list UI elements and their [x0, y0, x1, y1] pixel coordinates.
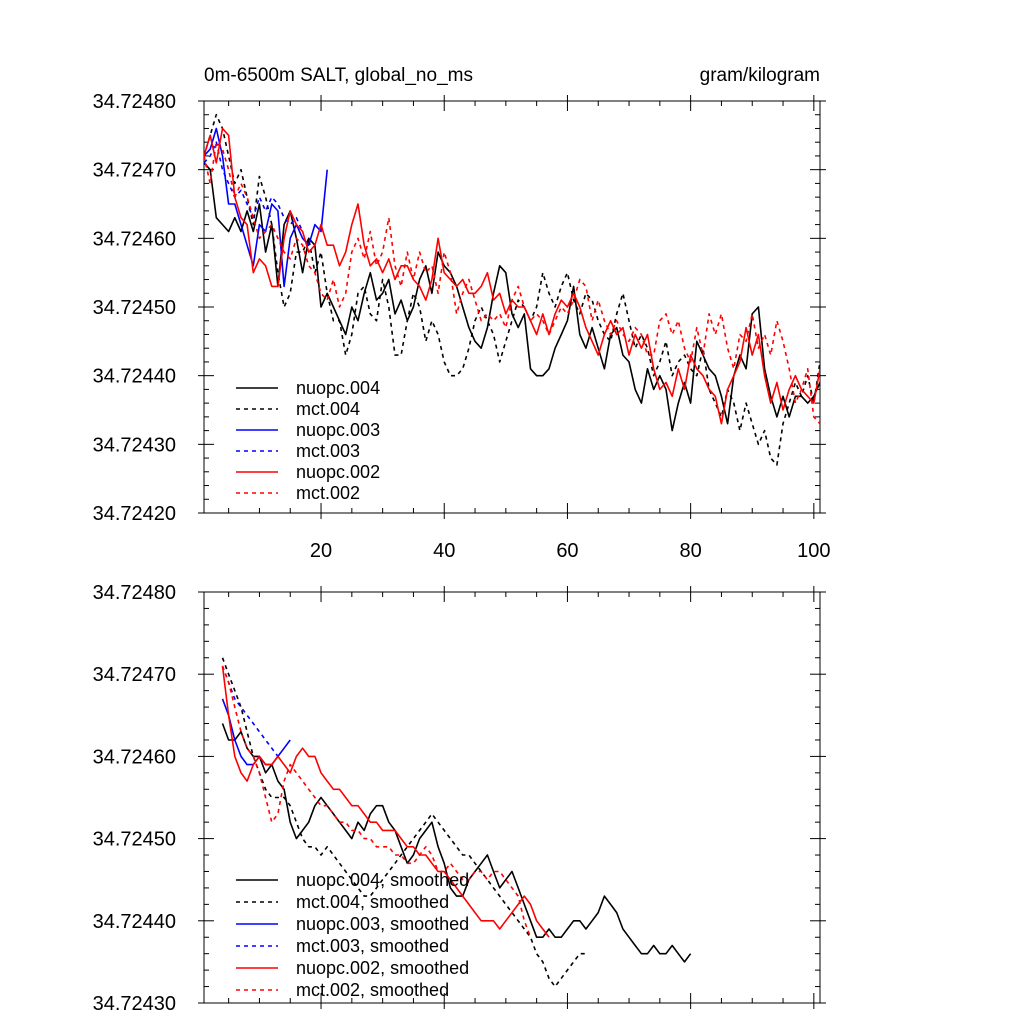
y-tick-label: 34.72440	[93, 366, 176, 388]
legend-label: nuopc.003	[296, 420, 380, 440]
legend-label: nuopc.003, smoothed	[296, 914, 469, 934]
legend-label: mct.003	[296, 441, 360, 461]
legend-label: mct.002, smoothed	[296, 980, 449, 1000]
y-tick-label: 34.72450	[93, 829, 176, 851]
series-line	[204, 162, 820, 432]
x-tick-label: 40	[433, 540, 455, 562]
x-tick-label: 20	[310, 540, 332, 562]
smoothed-panel: 34.72430 34.72440 34.72450 34.72460 34.72470…	[93, 582, 826, 1015]
y-tick-label: 34.72430	[93, 434, 176, 456]
legend-label: nuopc.004, smoothed	[296, 870, 469, 890]
chart-units: gram/kilogram	[700, 65, 820, 86]
series-line	[204, 127, 328, 288]
legend-label: nuopc.004	[296, 378, 380, 398]
y-tick-label: 34.72430	[93, 993, 176, 1015]
x-tick-label: 60	[556, 540, 578, 562]
x-tick-label: 80	[680, 540, 702, 562]
series-line	[204, 141, 304, 232]
y-tick-label: 34.72470	[93, 664, 176, 686]
series-line	[221, 665, 279, 757]
chart-title: 0m-6500m SALT, global_no_ms	[204, 65, 473, 86]
series-line	[221, 665, 532, 938]
y-tick-label: 34.72480	[93, 582, 176, 604]
legend-label: nuopc.002	[296, 462, 380, 482]
y-tick-label: 34.72460	[93, 228, 176, 250]
series-group	[221, 657, 692, 988]
series-group	[204, 113, 820, 466]
legend-label: nuopc.002, smoothed	[296, 958, 469, 978]
y-tick-label: 34.72450	[93, 297, 176, 319]
legend-label: mct.004, smoothed	[296, 892, 449, 912]
y-tick-label: 34.72470	[93, 160, 176, 182]
x-tick-label: 100	[797, 540, 830, 562]
raw-panel: 20 40 60 80 100 34.72420 34.72430 34.72440 34.72…	[93, 91, 831, 562]
y-tick-label: 34.72420	[93, 503, 176, 525]
series-line	[221, 657, 586, 988]
legend: nuopc.004mct.004nuopc.003mct.003nuopc.00…	[236, 378, 380, 503]
series-line	[221, 665, 550, 938]
y-tick-label: 34.72480	[93, 91, 176, 113]
legend-label: mct.004	[296, 399, 360, 419]
legend-label: mct.003, smoothed	[296, 936, 449, 956]
series-line	[204, 141, 820, 425]
series-line	[221, 698, 291, 766]
plot-frame	[203, 591, 821, 1004]
y-tick-label: 34.72460	[93, 746, 176, 768]
y-tick-label: 34.72440	[93, 911, 176, 933]
legend-label: mct.002	[296, 483, 360, 503]
